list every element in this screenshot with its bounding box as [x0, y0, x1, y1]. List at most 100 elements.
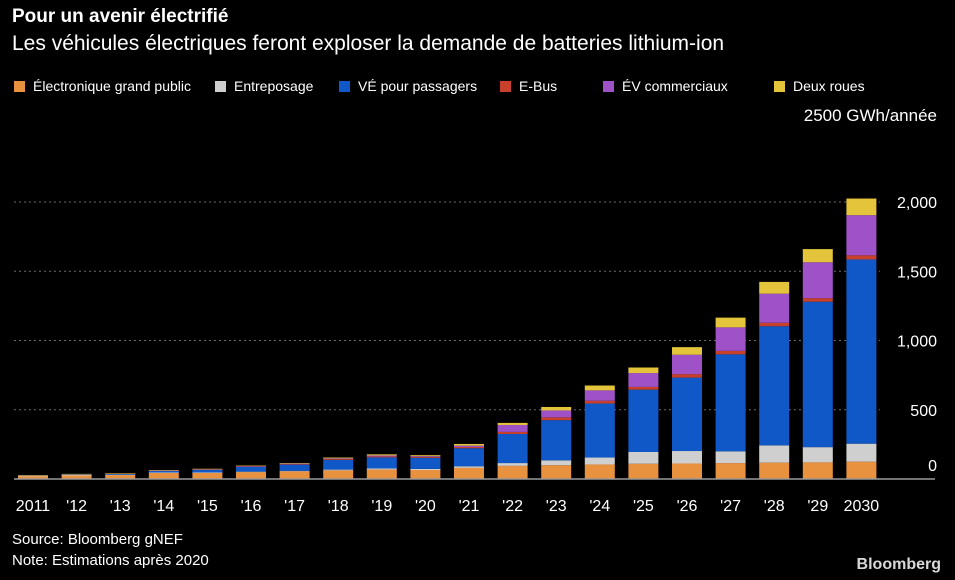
bar-segment [454, 447, 484, 449]
chart-title: Pour un avenir électrifié [12, 6, 229, 27]
bar-segment [454, 445, 484, 448]
bar-segment [628, 463, 659, 479]
x-tick-label: '20 [415, 498, 436, 515]
legend-item-ebus: E-Bus [500, 78, 557, 94]
bar-segment [61, 474, 92, 475]
legend-swatch-deux-roues [774, 80, 785, 92]
bar-segment [628, 386, 659, 390]
legend-label-entreposage: Entreposage [234, 78, 314, 94]
bar-segment [802, 462, 833, 479]
bar-segment [454, 467, 484, 479]
legend-swatch-entreposage [215, 80, 226, 92]
x-tick-label: '13 [110, 498, 131, 515]
bar-segment [61, 474, 92, 476]
legend-swatch-ev-commerciaux [603, 80, 614, 92]
estimate-note: Note: Estimations après 2020 [12, 552, 209, 569]
bar-segment [846, 259, 877, 444]
bar-segment [148, 472, 179, 473]
bar-segment [323, 459, 354, 470]
bar-segment [410, 455, 441, 457]
bar-segment [410, 456, 441, 458]
y-tick-label: 1,500 [897, 264, 937, 281]
bar-segment [759, 281, 790, 294]
bar-segment [366, 456, 397, 458]
bar-segment [454, 443, 484, 446]
bar-segment [759, 293, 790, 323]
bar-segment [236, 465, 266, 467]
bar-segment [148, 470, 179, 471]
bar-segment [497, 431, 528, 434]
bar-segment [366, 454, 397, 456]
bar-segment [323, 470, 354, 479]
bar-segment [497, 465, 528, 479]
bar-segment [279, 463, 310, 464]
bar-segment [497, 424, 528, 432]
bar-segment [759, 445, 790, 463]
bar-segment [454, 466, 484, 468]
bar-segment [18, 475, 48, 477]
bar-segment [628, 389, 659, 452]
bar-segment [192, 468, 223, 470]
bar-segment [759, 462, 790, 479]
legend-item-deux-roues: Deux roues [774, 78, 865, 94]
chart-subtitle: Les véhicules électriques feront explose… [12, 32, 725, 55]
bar-segment [672, 451, 702, 464]
bar-segment [61, 475, 92, 479]
bar-segment [715, 317, 746, 328]
bar-segment [759, 322, 790, 327]
x-tick-label: '15 [197, 498, 218, 515]
bar-segment [497, 433, 528, 464]
bar-segment [410, 457, 441, 469]
bar-segment [148, 472, 179, 479]
bar-segment [410, 468, 441, 470]
y-tick-label: 0 [928, 458, 937, 475]
bar-segment [672, 347, 702, 355]
x-tick-label: '25 [633, 498, 654, 515]
bar-segment [759, 326, 790, 446]
bar-segment [236, 466, 266, 472]
bar-segment [279, 470, 310, 472]
bar-segment [846, 215, 877, 256]
unit-label: 2500 GWh/année [803, 106, 937, 125]
bar-segment [105, 473, 136, 474]
x-tick-label: '23 [546, 498, 567, 515]
bar-segment [584, 385, 615, 391]
bar-segment [18, 475, 48, 479]
x-tick-label: 2011 [16, 498, 51, 515]
bar-segment [846, 443, 877, 462]
legend-item-electronique: Électronique grand public [14, 78, 191, 94]
bar-segment [672, 377, 702, 452]
bar-segment [192, 469, 223, 470]
legend-label-deux-roues: Deux roues [793, 78, 865, 94]
x-tick-label: '22 [502, 498, 523, 515]
bar-segment [236, 472, 266, 479]
x-tick-label: '28 [764, 498, 785, 515]
bar-segment [628, 451, 659, 464]
bar-segment [802, 262, 833, 299]
bar-chart: 0 500 1,000 1,500 2,000 2011 '12 '13 '14 '15 '16 '1… [14, 195, 937, 515]
bar-segment [366, 457, 397, 469]
x-tick-label: '14 [153, 498, 174, 515]
x-tick-label: '21 [459, 498, 480, 515]
bar-segment [410, 469, 441, 479]
bar-segment [802, 447, 833, 463]
bar-segment [715, 354, 746, 452]
x-tick-label: '19 [371, 498, 392, 515]
bar-segment [497, 463, 528, 466]
x-tick-label: '26 [677, 498, 698, 515]
bar-segment [236, 471, 266, 473]
bar-segment [584, 400, 615, 404]
bar-segment [584, 457, 615, 465]
x-tick-label: '27 [720, 498, 741, 515]
bar-segment [410, 456, 441, 457]
bar-segment [323, 469, 354, 471]
x-tick-label: 2030 [844, 498, 880, 515]
bar-segment [61, 473, 92, 475]
bar-segment [802, 249, 833, 263]
bloomberg-logo: Bloomberg [856, 556, 941, 573]
source-note: Source: Bloomberg gNEF [12, 531, 183, 548]
legend: Électronique grand public Entreposage VÉ… [14, 78, 944, 98]
bar-segment [541, 406, 572, 411]
bar-segment [192, 469, 223, 473]
legend-swatch-ve-passagers [339, 80, 350, 92]
